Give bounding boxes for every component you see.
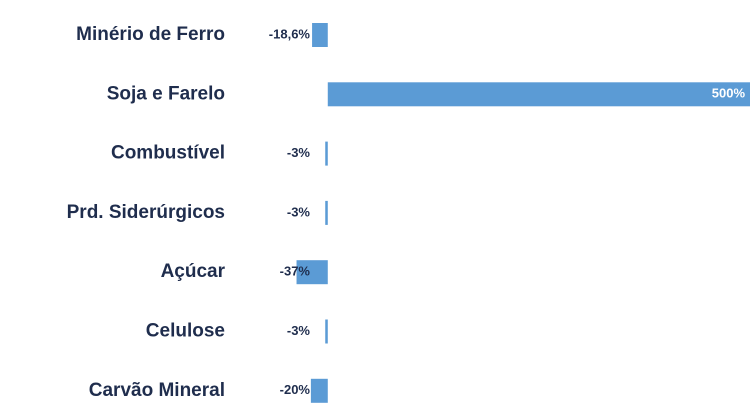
category-label: Carvão Mineral	[89, 380, 225, 401]
category-label: Minério de Ferro	[76, 24, 225, 45]
value-label: -3%	[287, 145, 311, 160]
category-label: Celulose	[146, 321, 225, 342]
bar	[325, 200, 328, 225]
value-label: -18,6%	[269, 26, 311, 41]
bar	[325, 141, 328, 166]
bar	[325, 319, 328, 344]
category-label: Prd. Siderúrgicos	[67, 202, 225, 223]
bar	[327, 82, 750, 107]
value-label: -3%	[287, 323, 311, 338]
bar	[310, 378, 328, 403]
bar	[312, 23, 328, 47]
category-label: Combustível	[111, 143, 225, 164]
category-label: Açúcar	[161, 261, 226, 282]
category-label: Soja e Farelo	[107, 83, 225, 104]
bar	[296, 260, 328, 285]
value-label: -3%	[287, 204, 311, 219]
value-label: -37%	[280, 264, 311, 279]
value-label: -20%	[280, 382, 311, 397]
value-label: 500%	[712, 86, 746, 101]
